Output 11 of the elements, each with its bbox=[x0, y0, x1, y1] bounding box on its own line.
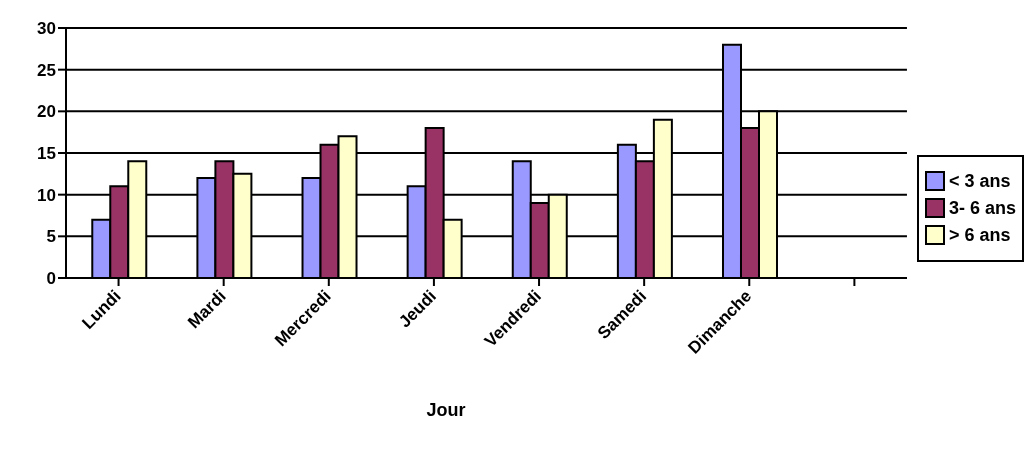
y-tick-label: 25 bbox=[37, 60, 56, 80]
y-tick-label: 15 bbox=[37, 144, 56, 164]
legend-label: < 3 ans bbox=[948, 170, 1011, 192]
legend-label: 3- 6 ans bbox=[948, 197, 1016, 219]
y-tick-label: 20 bbox=[37, 102, 56, 122]
y-tick-label: 10 bbox=[37, 185, 56, 205]
y-tick-label: 0 bbox=[46, 269, 56, 289]
y-tick-label: 30 bbox=[37, 19, 56, 39]
x-axis-title: Jour bbox=[425, 400, 467, 421]
y-tick-label: 5 bbox=[46, 227, 56, 247]
legend-label: > 6 ans bbox=[948, 224, 1011, 246]
